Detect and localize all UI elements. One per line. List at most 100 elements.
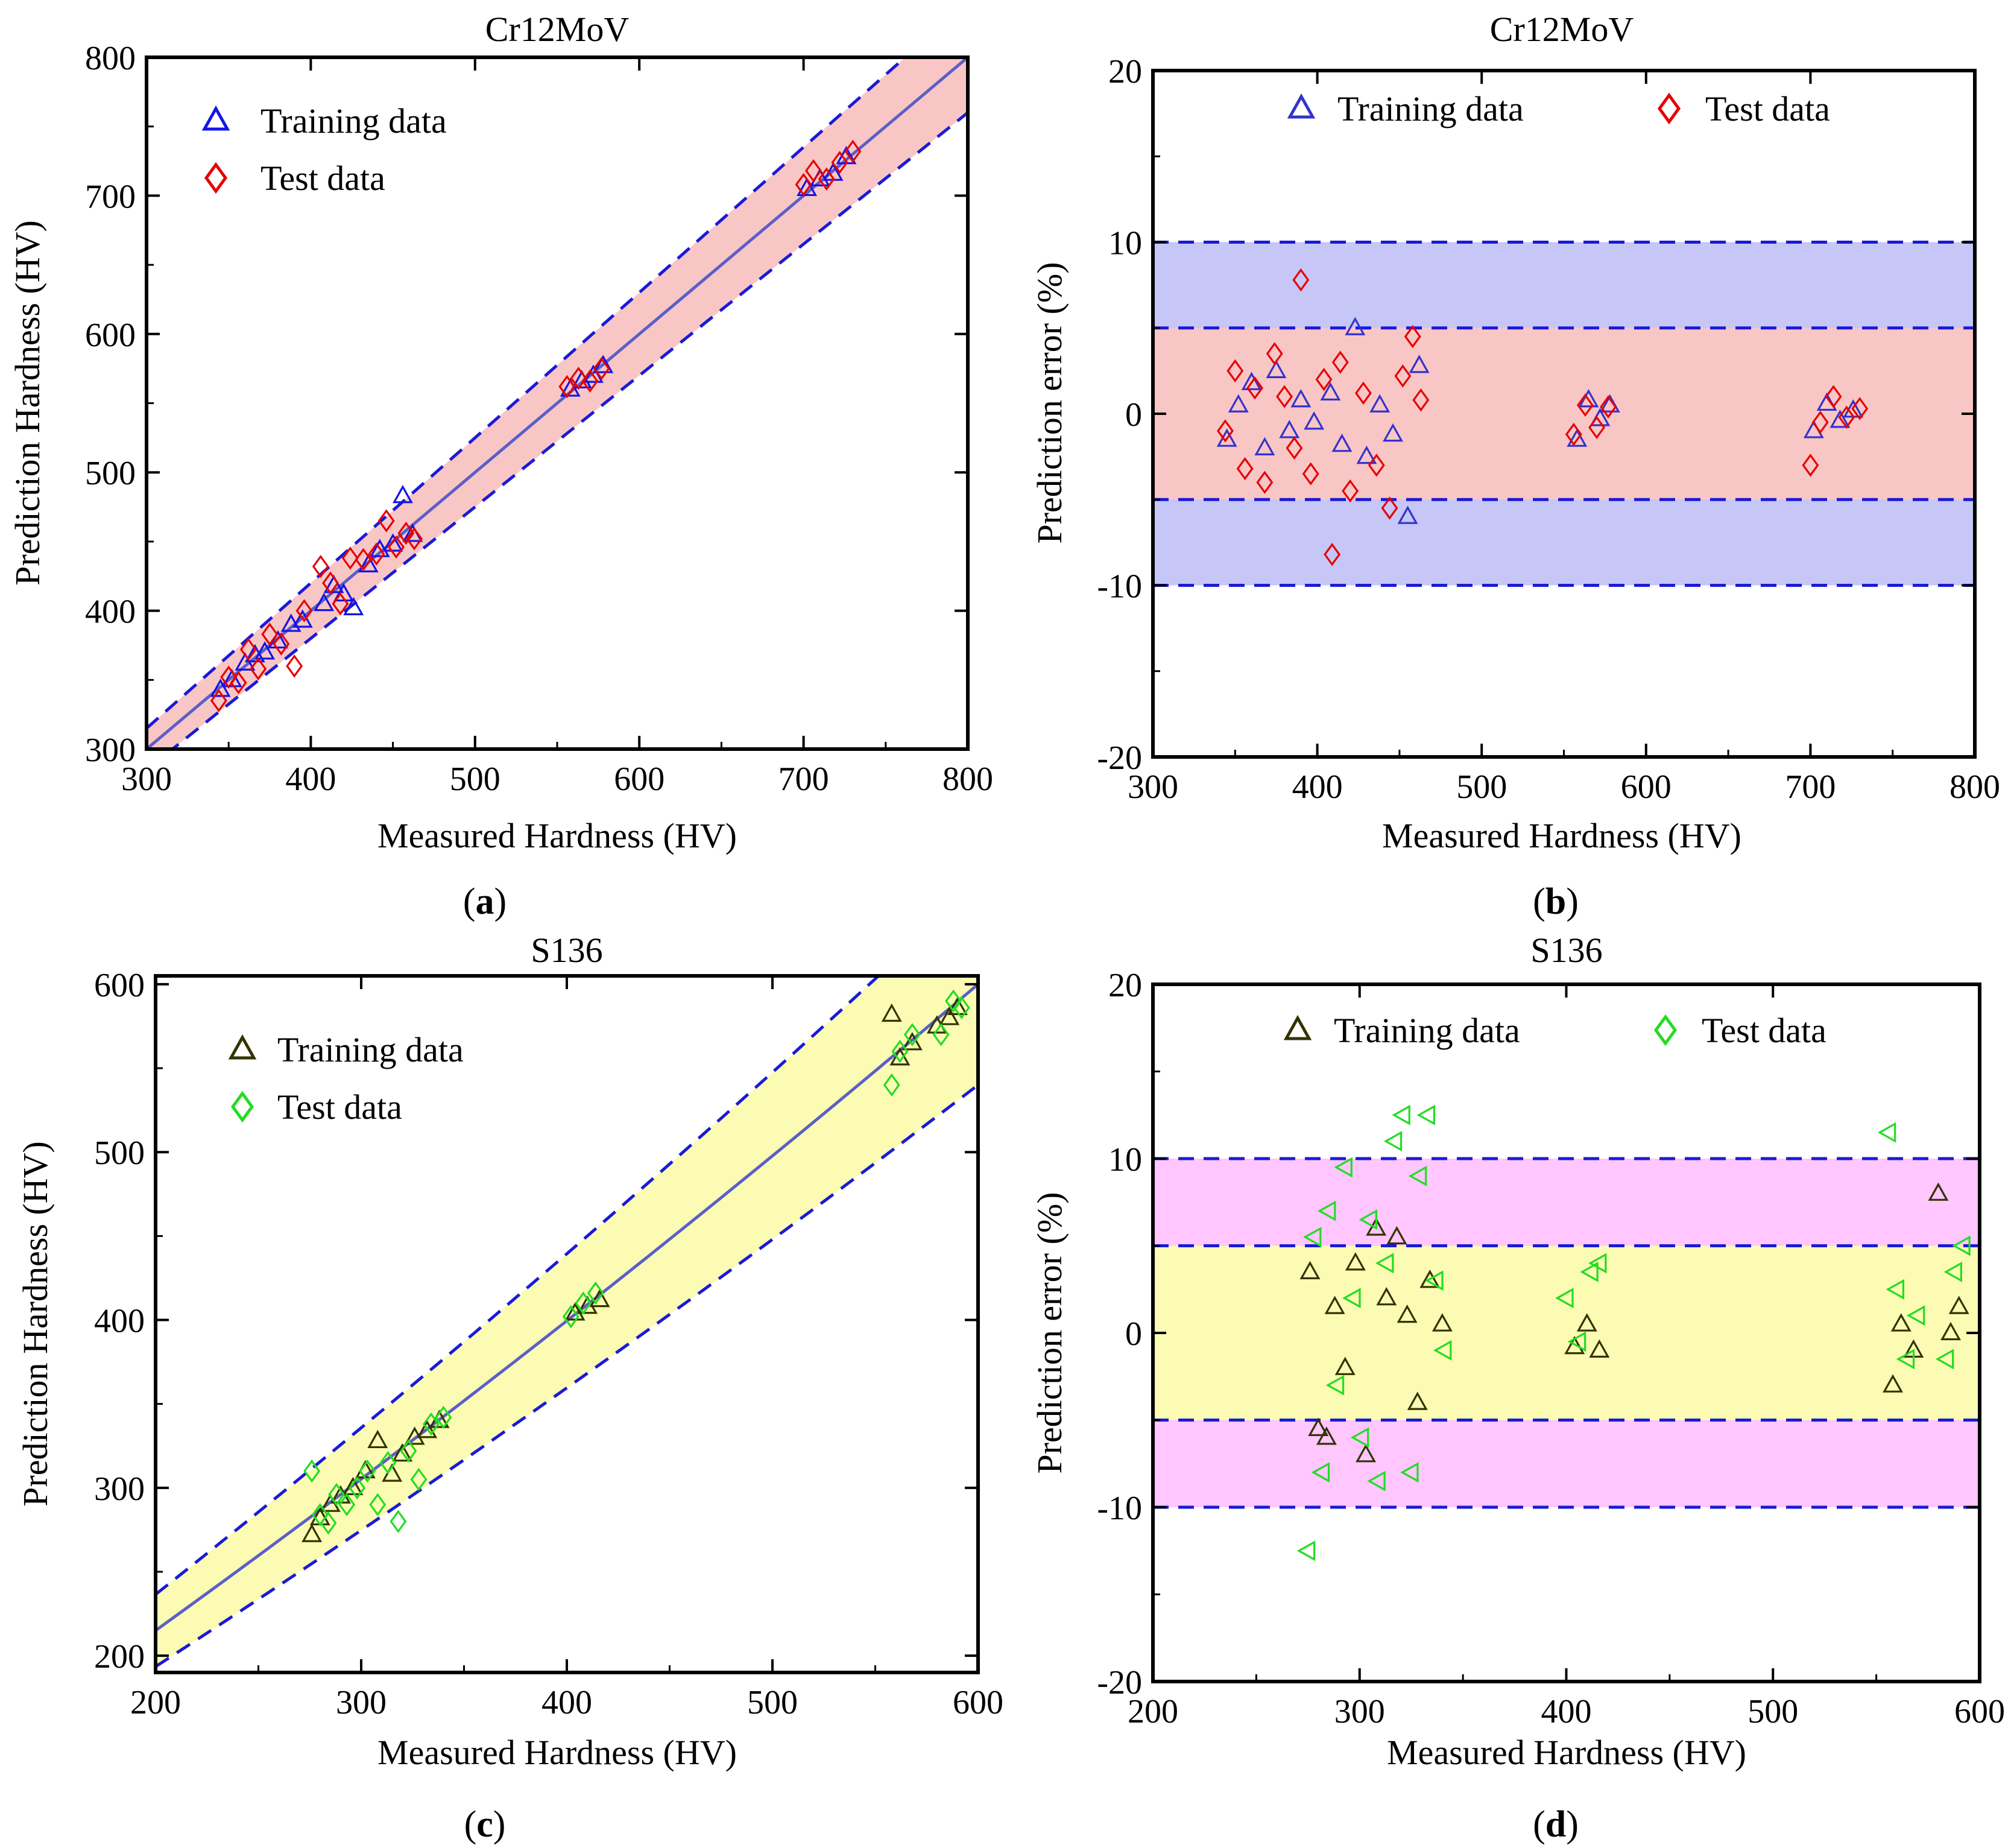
dashed-bound-upper-c [156,976,881,1596]
train-point-d-2 [1316,1426,1337,1445]
test-point-b-20 [1565,422,1582,446]
train-point-b-1 [1228,394,1249,413]
test-point-a-13 [355,548,372,571]
y-axis-label-b: Prediction error (%) [1030,262,1069,543]
test-point-d-10 [1375,1253,1394,1274]
train-point-a-8 [314,592,335,612]
test-point-a-17 [397,521,415,545]
test-point-a-14 [368,542,385,566]
test-point-c-15 [575,1291,592,1315]
train-point-c-19 [939,1007,960,1025]
y-tick-label-b-1: -10 [1097,568,1142,606]
y-tick-label-c-2: 400 [94,1303,145,1340]
test-point-b-15 [1368,454,1385,477]
test-point-d-21 [1588,1253,1607,1274]
test-point-c-9 [390,1510,407,1533]
test-point-d-13 [1400,1462,1419,1483]
legend-test-marker-d [1653,1014,1678,1046]
train-point-d-4 [1334,1356,1356,1375]
test-point-a-20 [570,366,587,390]
y-tick-label-c-3: 500 [94,1134,145,1172]
test-point-b-3 [1246,376,1263,400]
test-point-b-26 [1825,385,1842,408]
dashed-bounds-b [1153,241,1975,587]
points-c [301,989,970,1542]
test-point-a-0 [210,689,227,712]
test-point-c-2 [320,1511,337,1535]
train-point-b-7 [1304,411,1325,430]
x-tick-label-c-2: 400 [541,1684,592,1721]
legend-train-marker-a [201,105,230,131]
x-tick-label-c-0: 200 [130,1684,181,1721]
train-point-d-16 [1589,1339,1610,1358]
train-point-b-2 [1241,372,1262,390]
plot-area-c [156,976,978,1668]
test-point-b-2 [1236,457,1254,481]
train-point-d-15 [1576,1313,1597,1332]
legend-d: Training data Test data [1283,1011,1826,1050]
test-point-a-23 [795,172,812,197]
legend-test-marker-c [230,1090,254,1123]
test-point-a-22 [593,356,610,381]
test-point-d-3 [1318,1200,1336,1221]
legend-test-glyph-b [1657,92,1681,125]
dashed-bound-lower-a [170,111,968,749]
y-tick-label-d-3: 10 [1108,1141,1142,1179]
train-point-d-0 [1299,1261,1321,1279]
x-tick-label-b-4: 700 [1785,768,1836,806]
train-point-d-20 [1928,1182,1949,1201]
test-point-c-12 [422,1412,440,1436]
train-point-d-6 [1356,1444,1377,1463]
test-point-d-22 [1877,1122,1896,1143]
x-axis-label-d: Measured Hardness (HV) [1387,1733,1746,1772]
train-point-a-20 [593,355,614,373]
axis-ticks-b: 300 400 500 600 700 800 -20 -10 0 10 20 [1097,53,2000,806]
test-point-a-27 [844,139,862,163]
y-tick-label-b-3: 10 [1108,225,1142,262]
test-point-a-7 [286,654,303,678]
train-point-b-8 [1320,382,1341,400]
x-tick-label-a-2: 500 [450,761,500,798]
x-tick-label-d-3: 500 [1747,1693,1798,1730]
test-point-d-18 [1555,1288,1574,1309]
x-tick-label-a-3: 600 [614,761,665,798]
test-point-c-5 [349,1476,366,1500]
train-point-d-8 [1376,1286,1397,1306]
y-tick-label-a-3: 600 [85,317,136,354]
test-point-a-15 [377,509,395,533]
x-axis-label-c: Measured Hardness (HV) [377,1733,737,1772]
test-point-a-21 [581,369,599,393]
test-point-b-19 [1412,388,1430,412]
train-point-b-11 [1356,445,1377,464]
train-point-b-10 [1345,317,1366,335]
train-point-c-6 [367,1429,388,1449]
test-point-d-23 [1886,1279,1904,1300]
test-point-c-14 [562,1305,579,1329]
x-axis-label-b: Measured Hardness (HV) [1382,816,1741,855]
dashed-bound-upper-a [147,57,908,730]
test-point-c-7 [369,1493,387,1516]
test-point-d-8 [1359,1209,1377,1230]
x-axis-label-a: Measured Hardness (HV) [377,816,737,855]
train-point-d-10 [1397,1304,1418,1323]
test-point-d-19 [1567,1331,1586,1352]
x-tick-label-d-4: 600 [1954,1693,2005,1730]
test-point-d-4 [1325,1375,1345,1396]
test-point-a-6 [273,632,290,656]
test-point-c-13 [435,1405,452,1429]
x-tick-label-a-0: 300 [121,761,172,798]
panel-title-c: S136 [531,931,602,970]
legend-train-glyph-d [1283,1014,1312,1040]
train-point-c-14 [589,1288,610,1308]
train-point-b-13 [1383,423,1403,442]
legend-train-label-c: Training data [277,1030,464,1069]
test-point-a-16 [388,535,405,559]
test-point-d-14 [1408,1165,1427,1186]
test-point-b-11 [1324,543,1341,566]
y-axis-label-a: Prediction Hardness (HV) [8,220,47,586]
x-tick-label-a-1: 400 [285,761,336,798]
train-point-b-6 [1290,388,1312,408]
test-point-c-11 [410,1467,428,1492]
test-point-a-5 [261,622,279,646]
test-point-c-20 [932,1023,950,1046]
